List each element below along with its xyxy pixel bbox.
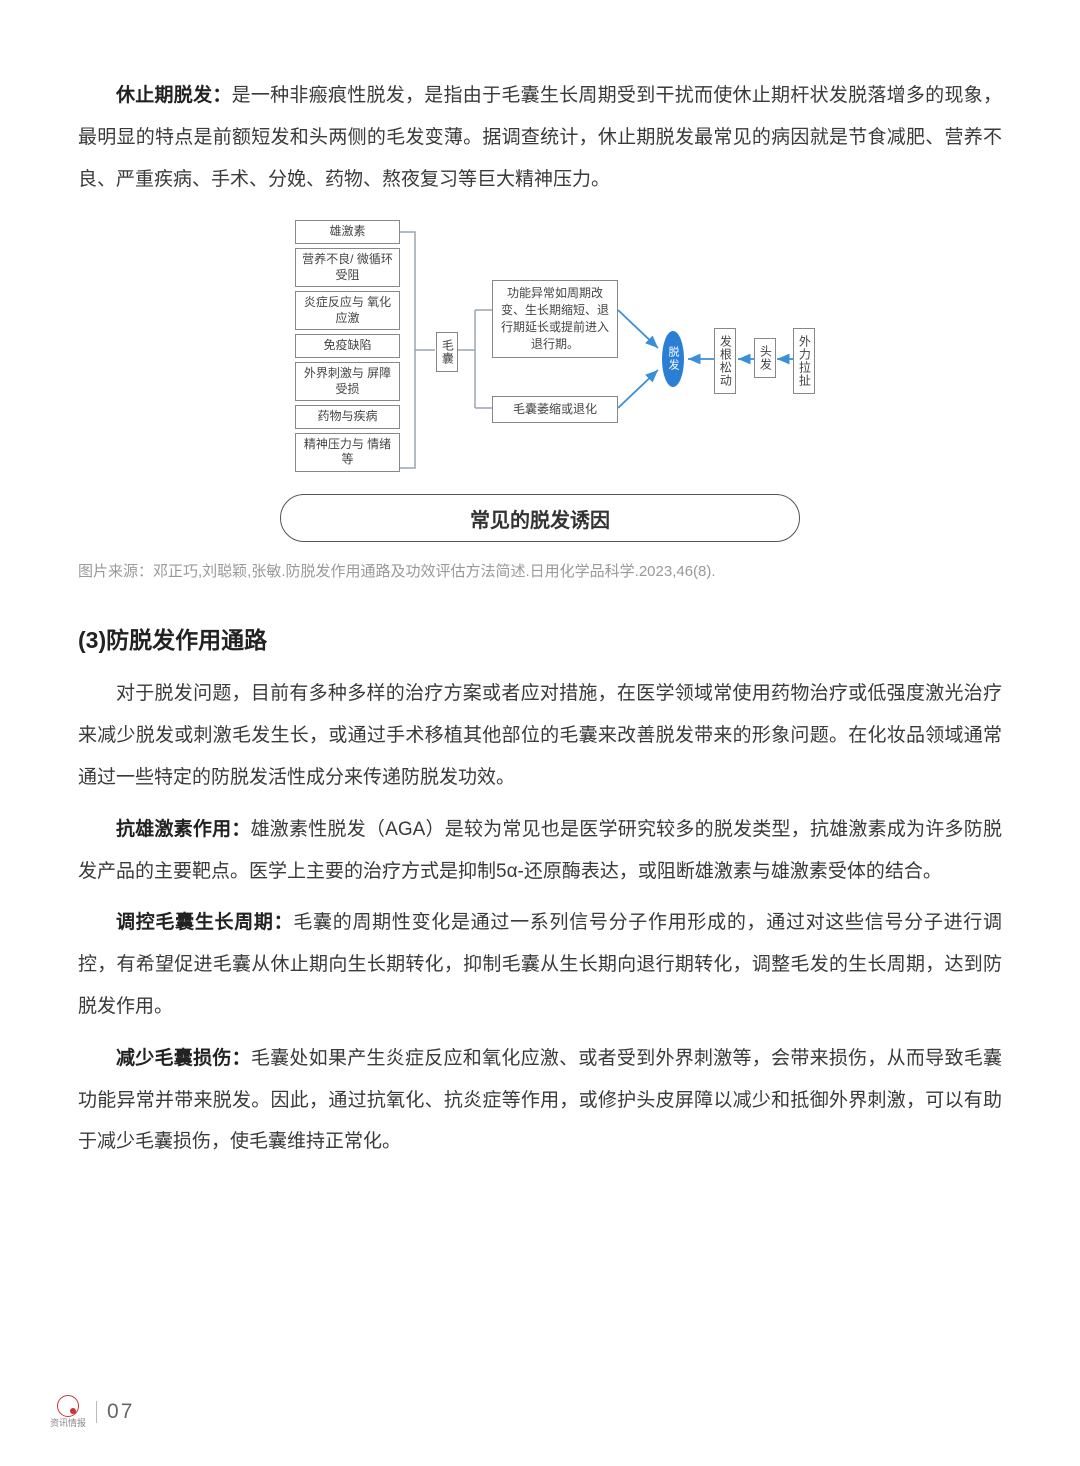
section-heading: (3)防脱发作用通路 <box>78 621 1002 655</box>
node-hair: 头发 <box>754 338 776 378</box>
para1-bold: 休止期脱发： <box>116 85 232 106</box>
node-root: 发根松动 <box>714 328 736 394</box>
node-force: 外力拉扯 <box>793 328 815 394</box>
image-source: 图片来源：邓正巧,刘聪颖,张敏.防脱发作用通路及功效评估方法简述.日用化学品科学… <box>78 560 1002 581</box>
node-effect1: 功能异常如周期改变、生长期缩短、退行期延长或提前进入退行期。 <box>492 280 618 357</box>
cause-box: 药物与疾病 <box>295 405 400 429</box>
page-footer: 资讯情报 07 <box>50 1395 134 1428</box>
node-shed-oval: 脱发 <box>662 331 684 387</box>
node-effect2: 毛囊萎缩或退化 <box>492 396 618 423</box>
para5-bold: 减少毛囊损伤： <box>116 1048 251 1069</box>
paragraph-intro: 对于脱发问题，目前有多种多样的治疗方案或者应对措施，在医学领域常使用药物治疗或低… <box>78 673 1002 798</box>
flowchart-diagram: 雄激素 营养不良/ 微循环受阻 炎症反应与 氧化应激 免疫缺陷 外界刺激与 屏障… <box>240 220 840 480</box>
cause-box: 免疫缺陷 <box>295 334 400 358</box>
paragraph-cycle: 调控毛囊生长周期：毛囊的周期性变化是通过一系列信号分子作用形成的，通过对这些信号… <box>78 902 1002 1027</box>
cause-box: 雄激素 <box>295 220 400 244</box>
cause-box: 精神压力与 情绪等 <box>295 433 400 472</box>
brand-text: 资讯情报 <box>50 1419 86 1428</box>
cause-box: 营养不良/ 微循环受阻 <box>295 248 400 287</box>
cause-box: 炎症反应与 氧化应激 <box>295 291 400 330</box>
brand-logo-icon <box>57 1395 79 1417</box>
paragraph-antiandrogen: 抗雄激素作用：雄激素性脱发（AGA）是较为常见也是医学研究较多的脱发类型，抗雄激… <box>78 809 1002 893</box>
para4-bold: 调控毛囊生长周期： <box>116 912 293 933</box>
para3-bold: 抗雄激素作用： <box>116 819 251 840</box>
cause-column: 雄激素 营养不良/ 微循环受阻 炎症反应与 氧化应激 免疫缺陷 外界刺激与 屏障… <box>295 220 400 472</box>
diagram-container: 雄激素 营养不良/ 微循环受阻 炎症反应与 氧化应激 免疫缺陷 外界刺激与 屏障… <box>78 220 1002 480</box>
cause-box: 外界刺激与 屏障受损 <box>295 362 400 401</box>
footer-divider <box>96 1401 97 1423</box>
footer-logo-block: 资讯情报 <box>50 1395 86 1428</box>
paragraph-telogen: 休止期脱发：是一种非瘢痕性脱发，是指由于毛囊生长周期受到干扰而使休止期杆状发脱落… <box>78 75 1002 200</box>
diagram-caption: 常见的脱发诱因 <box>280 494 800 542</box>
page-number: 07 <box>107 1400 134 1424</box>
paragraph-damage: 减少毛囊损伤：毛囊处如果产生炎症反应和氧化应激、或者受到外界刺激等，会带来损伤，… <box>78 1038 1002 1163</box>
node-follicle: 毛囊 <box>436 332 458 372</box>
